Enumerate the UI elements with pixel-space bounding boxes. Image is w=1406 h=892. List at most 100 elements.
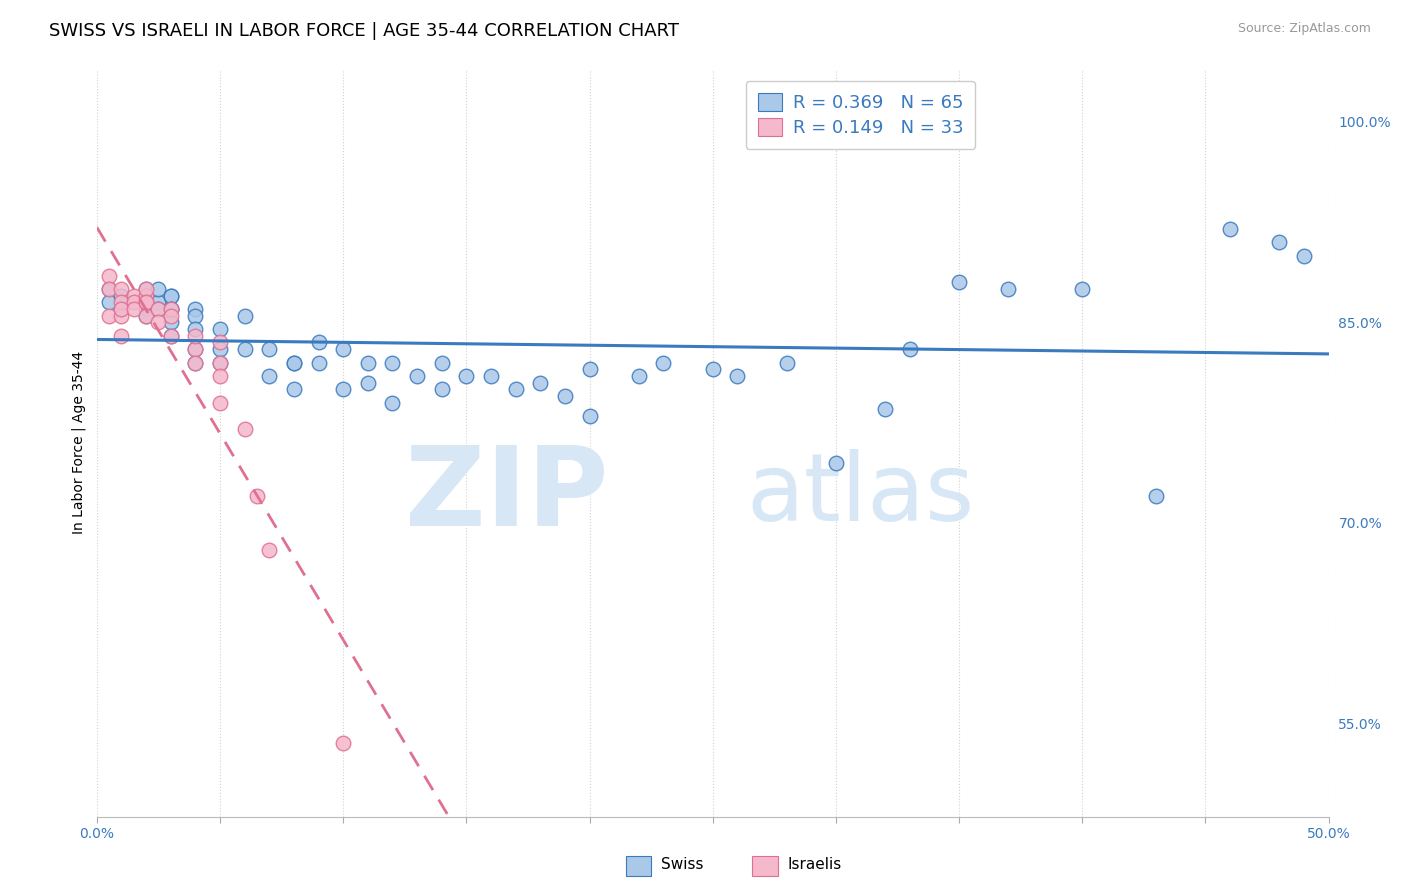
Point <box>381 355 404 369</box>
Point <box>110 289 132 303</box>
Point <box>148 301 170 316</box>
Y-axis label: In Labor Force | Age 35-44: In Labor Force | Age 35-44 <box>72 351 86 534</box>
Point <box>430 355 453 369</box>
Point <box>208 395 231 409</box>
Point <box>246 489 269 503</box>
Point <box>1219 222 1241 236</box>
Point <box>184 355 207 369</box>
Point <box>208 322 231 336</box>
Point <box>135 295 157 310</box>
Point <box>233 342 256 356</box>
Point <box>332 382 354 396</box>
Point <box>159 315 181 329</box>
Point <box>332 736 354 750</box>
Text: SWISS VS ISRAELI IN LABOR FORCE | AGE 35-44 CORRELATION CHART: SWISS VS ISRAELI IN LABOR FORCE | AGE 35… <box>49 22 679 40</box>
Point <box>110 309 132 323</box>
Point <box>135 282 157 296</box>
Point <box>1292 249 1315 263</box>
Point <box>233 309 256 323</box>
Point <box>135 301 157 316</box>
Point <box>98 282 121 296</box>
Point <box>479 368 502 383</box>
Point <box>283 382 305 396</box>
Point <box>122 301 145 316</box>
Point <box>110 301 132 316</box>
Point <box>578 362 600 376</box>
Point <box>135 295 157 310</box>
Point <box>159 289 181 303</box>
Point <box>208 368 231 383</box>
Point <box>135 289 157 303</box>
Point <box>357 355 380 369</box>
Point <box>283 355 305 369</box>
Point <box>110 328 132 343</box>
Point <box>184 301 207 316</box>
Point <box>122 295 145 310</box>
Point <box>110 301 132 316</box>
Point <box>578 409 600 423</box>
Point <box>148 301 170 316</box>
Point <box>406 368 429 383</box>
Point <box>110 282 132 296</box>
Point <box>184 328 207 343</box>
Point <box>159 328 181 343</box>
Point <box>208 342 231 356</box>
Point <box>332 342 354 356</box>
Point <box>159 289 181 303</box>
Point <box>456 368 478 383</box>
Point <box>430 382 453 396</box>
Point <box>776 355 799 369</box>
Text: Swiss: Swiss <box>661 857 703 872</box>
Point <box>1071 282 1094 296</box>
Point <box>825 456 848 470</box>
Point <box>159 328 181 343</box>
Point <box>148 282 170 296</box>
Point <box>283 355 305 369</box>
Point <box>122 289 145 303</box>
Point <box>554 389 576 403</box>
Point <box>208 335 231 350</box>
Point <box>148 315 170 329</box>
Point <box>652 355 675 369</box>
Point <box>208 355 231 369</box>
Point <box>259 342 281 356</box>
Point <box>98 282 121 296</box>
Point <box>184 322 207 336</box>
Point <box>1144 489 1167 503</box>
Point <box>725 368 748 383</box>
Point <box>308 355 330 369</box>
Point <box>529 376 551 390</box>
Point <box>159 309 181 323</box>
Text: ZIP: ZIP <box>405 442 607 549</box>
Point <box>148 295 170 310</box>
Text: atlas: atlas <box>747 449 974 541</box>
Point <box>110 295 132 310</box>
Point <box>98 268 121 283</box>
Point <box>184 342 207 356</box>
Point <box>184 342 207 356</box>
Point <box>159 301 181 316</box>
Point <box>1268 235 1291 250</box>
Point <box>233 422 256 436</box>
Point <box>208 355 231 369</box>
Point <box>875 402 897 417</box>
Point <box>159 301 181 316</box>
Point <box>505 382 527 396</box>
Point <box>357 376 380 390</box>
Point <box>702 362 724 376</box>
Point <box>184 355 207 369</box>
Point <box>898 342 921 356</box>
Point <box>997 282 1019 296</box>
Point <box>259 368 281 383</box>
Text: Source: ZipAtlas.com: Source: ZipAtlas.com <box>1237 22 1371 36</box>
Point <box>98 295 121 310</box>
Point <box>948 276 970 290</box>
Point <box>308 335 330 350</box>
Point <box>135 282 157 296</box>
Point <box>135 309 157 323</box>
Point <box>381 395 404 409</box>
Point <box>259 542 281 557</box>
Point <box>406 823 429 838</box>
Point <box>98 309 121 323</box>
Text: Israelis: Israelis <box>787 857 842 872</box>
